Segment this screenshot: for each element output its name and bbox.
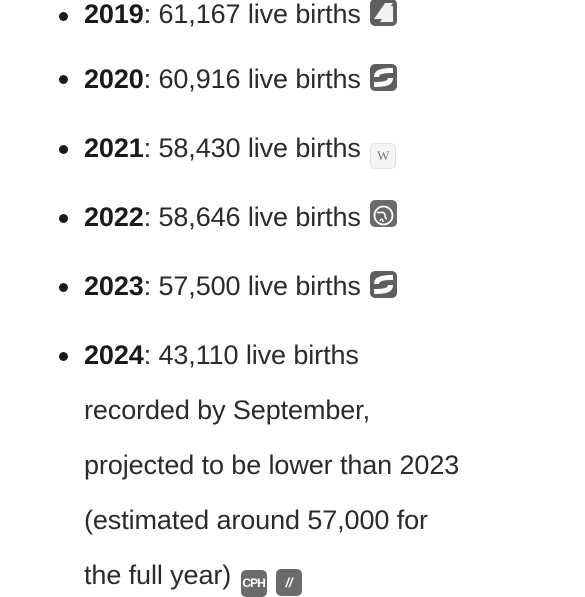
year-label: 2024 — [84, 340, 144, 370]
s-logo-icon[interactable] — [370, 64, 398, 91]
s-logo-icon[interactable] — [370, 271, 398, 298]
births-text: : 61,167 live births — [143, 0, 361, 29]
continuation-text: the full year) — [84, 560, 232, 590]
slash-logo-icon[interactable]: // — [275, 569, 302, 596]
birth-statistics-list: 2019: 61,167 live births 2020: 60,916 li… — [59, 0, 460, 597]
bullet — [59, 352, 68, 361]
list-item-line: 2019: 61,167 live births — [84, 0, 398, 34]
bullet — [59, 283, 68, 292]
s-logo-icon[interactable] — [370, 0, 398, 26]
list-item-line: 2022: 58,646 live births — [84, 197, 398, 237]
births-text: : 58,430 live births — [143, 133, 361, 163]
list-item-line: 2023: 57,500 live births — [84, 266, 398, 306]
list-item-line: 2021: 58,430 live births W — [84, 128, 397, 169]
continuation-line: projected to be lower than 2023 — [84, 450, 460, 480]
year-label: 2020 — [84, 64, 144, 94]
births-text: : 57,500 live births — [143, 271, 361, 301]
births-text: : 60,916 live births — [143, 64, 361, 94]
bullet — [59, 75, 68, 84]
bullet — [59, 145, 68, 154]
globe-icon[interactable] — [370, 200, 398, 227]
year-label: 2019 — [84, 0, 144, 29]
bullet — [59, 214, 68, 223]
bullet — [59, 12, 68, 21]
wikipedia-icon[interactable]: W — [370, 143, 397, 169]
continuation-line: (estimated around 57,000 for — [84, 505, 428, 535]
year-label: 2023 — [84, 271, 144, 301]
list-item-line: 2024: 43,110 live births — [84, 335, 359, 375]
year-label: 2021 — [84, 133, 144, 163]
continuation-line: recorded by September, — [84, 395, 370, 425]
cph-icon[interactable]: CPH — [240, 570, 267, 597]
year-label: 2022 — [84, 202, 144, 232]
births-text: : 43,110 live births — [143, 340, 359, 370]
list-item-line: 2020: 60,916 live births — [84, 59, 398, 99]
continuation-line-last: the full year) CPH // — [84, 555, 302, 597]
births-text: : 58,646 live births — [143, 202, 361, 232]
